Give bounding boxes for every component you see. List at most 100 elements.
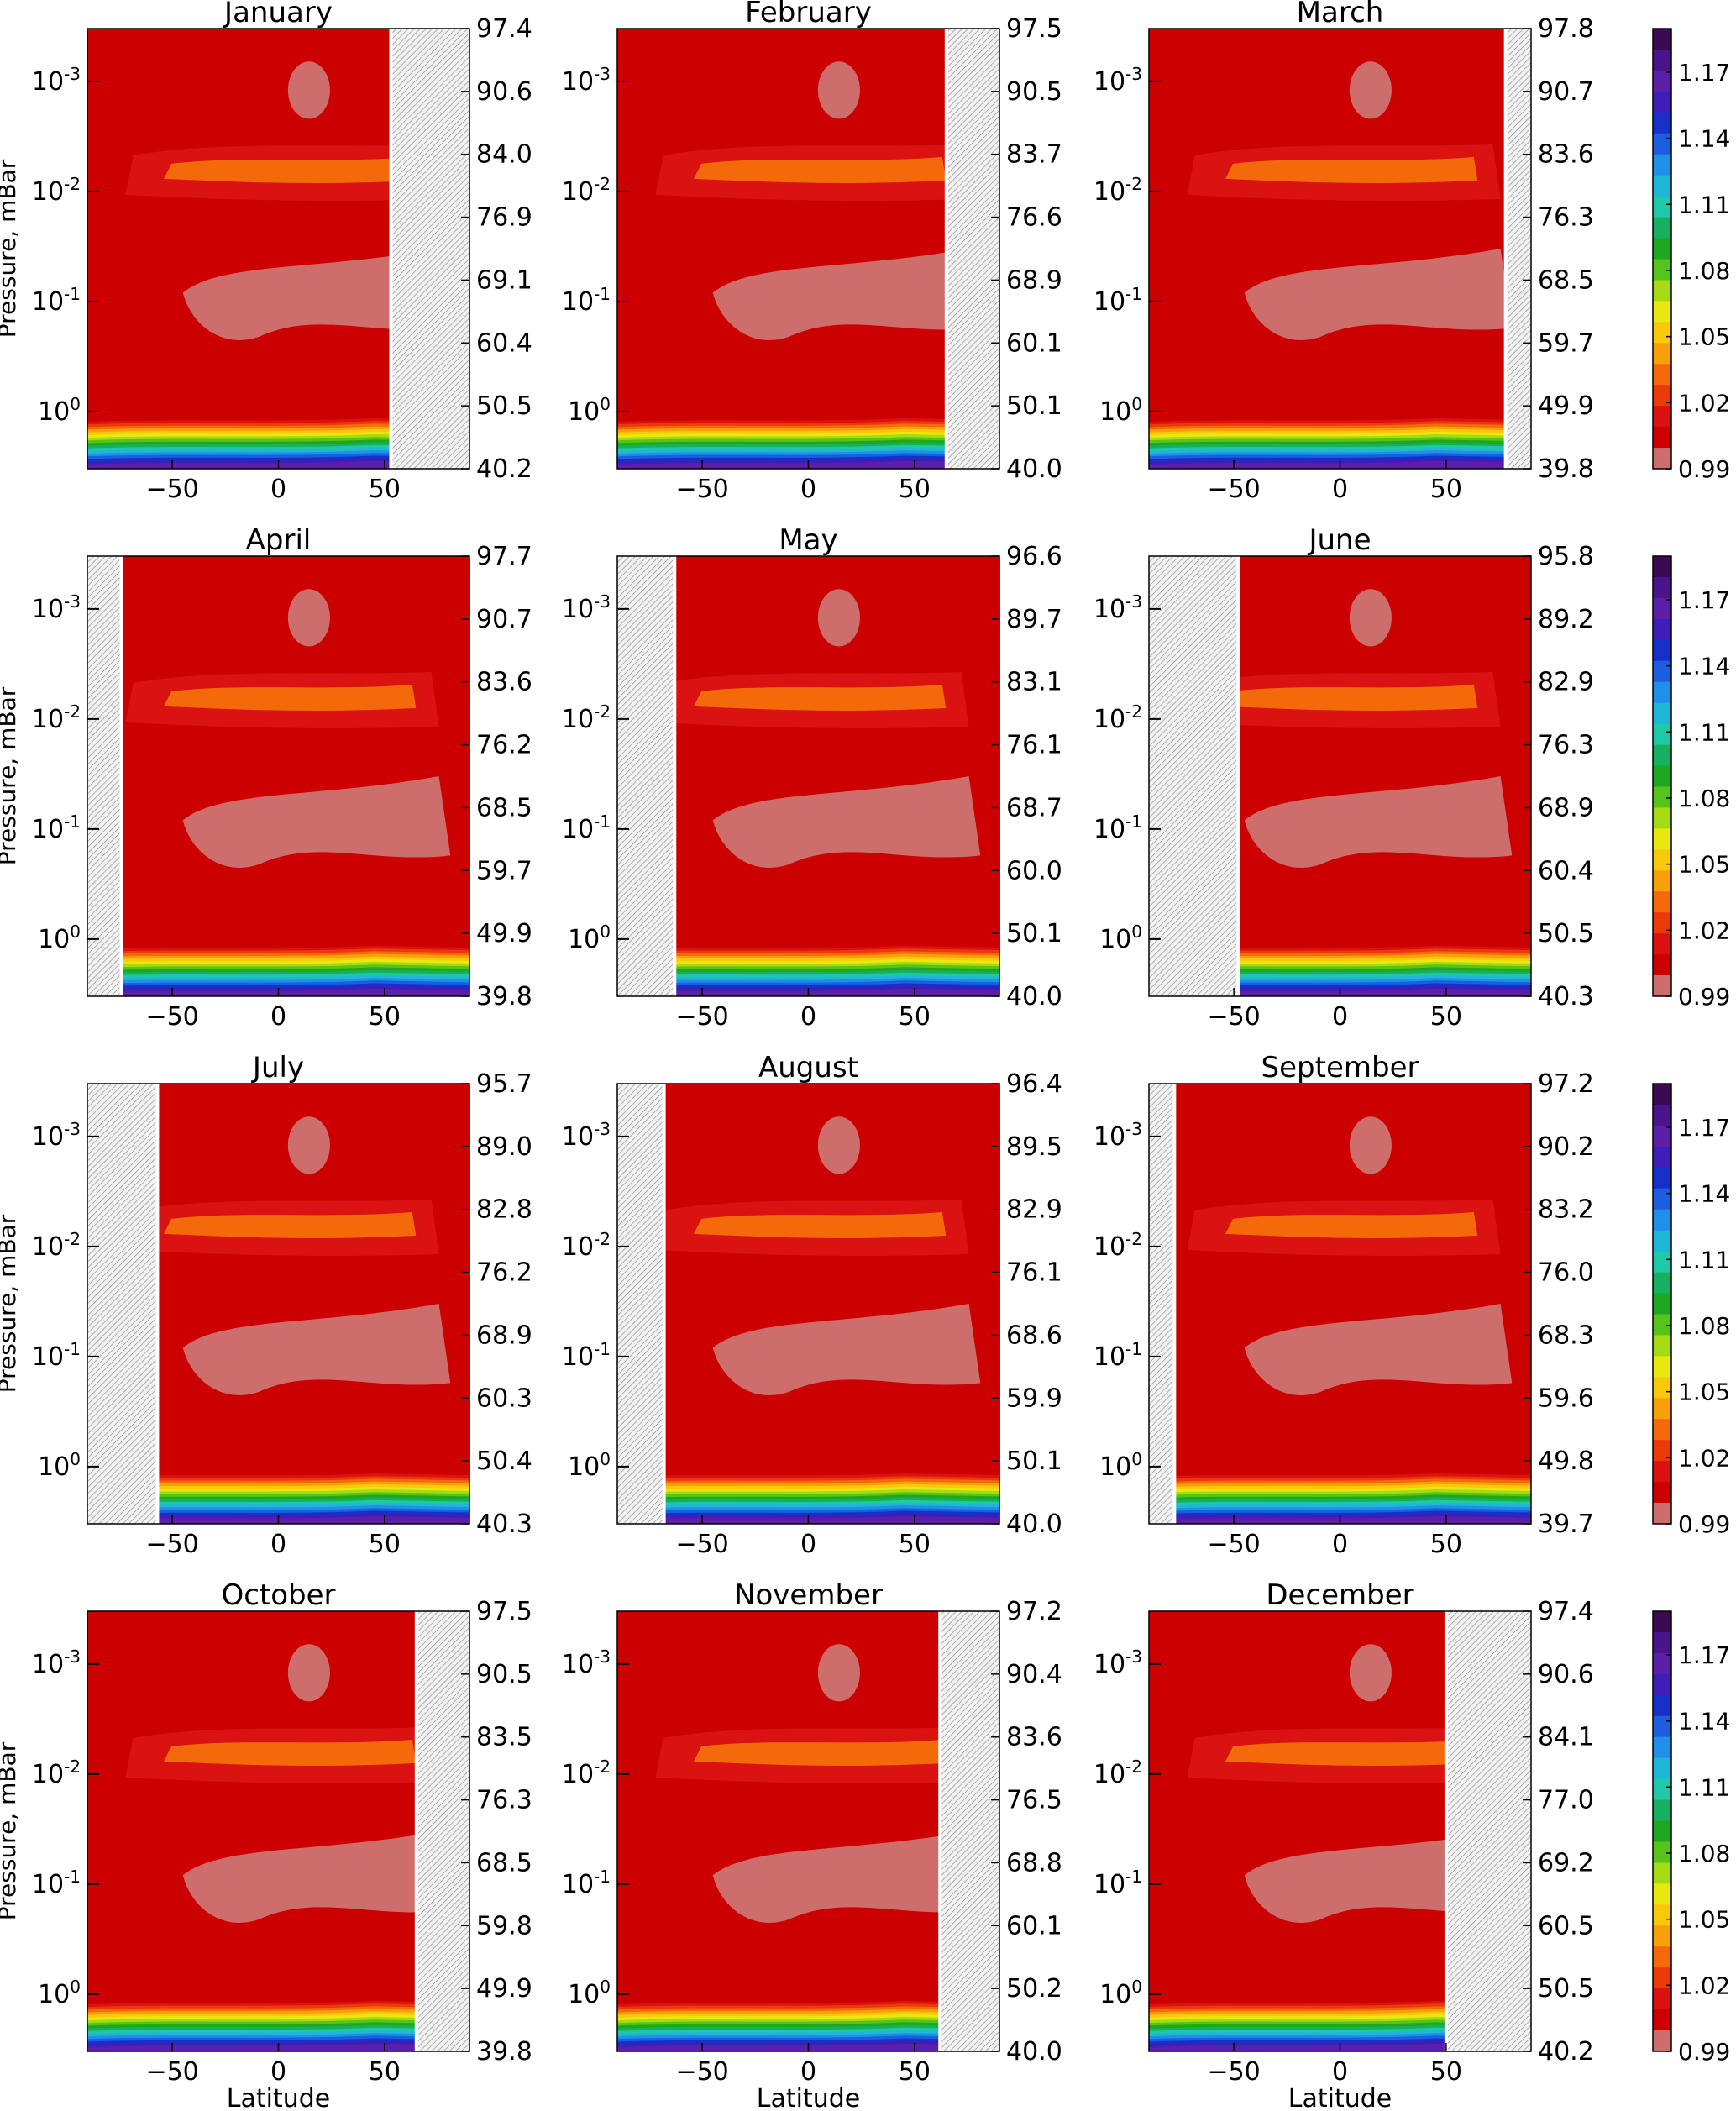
y-tick-label: 100 xyxy=(1099,1977,1142,2009)
y-tick-label: 10-1 xyxy=(562,284,611,317)
y-tick-label: 10-2 xyxy=(32,174,81,207)
x-tick-label: 50 xyxy=(1430,1002,1462,1032)
right-tick-label: 39.8 xyxy=(1538,454,1594,484)
x-tick-label: −50 xyxy=(145,1530,198,1559)
right-tick-label: 39.7 xyxy=(1538,1510,1594,1539)
right-tick-label: 59.7 xyxy=(1538,328,1594,358)
y-tick-base: 10 xyxy=(562,1650,594,1679)
y-tick-base: 10 xyxy=(568,925,600,954)
right-tick-label: 68.3 xyxy=(1538,1321,1594,1350)
y-tick-base: 10 xyxy=(562,1342,594,1372)
plot-area xyxy=(617,556,999,996)
y-tick-exponent: -2 xyxy=(594,1229,611,1249)
right-tick-label: 68.5 xyxy=(476,793,532,822)
x-tick-label: 0 xyxy=(1332,1002,1348,1032)
y-tick-label: 10-2 xyxy=(1094,701,1142,734)
panel-title: November xyxy=(734,1578,883,1612)
colorbar-level xyxy=(1653,1146,1671,1168)
right-tick-label: 82.9 xyxy=(1538,668,1594,697)
y-tick-exponent: -3 xyxy=(64,1119,81,1139)
y-tick-base: 10 xyxy=(562,1870,594,1899)
colorbar-level xyxy=(1653,1188,1671,1210)
y-tick-label: 10-2 xyxy=(562,701,611,734)
right-tick-label: 49.9 xyxy=(476,919,532,948)
minimum-patch-middle xyxy=(182,249,451,340)
right-tick-label: 68.5 xyxy=(476,1848,532,1877)
right-tick-label: 40.0 xyxy=(1006,2037,1062,2066)
right-tick-label: 68.8 xyxy=(1006,1848,1062,1877)
x-tick-label: 50 xyxy=(899,2057,931,2087)
right-tick-label: 83.6 xyxy=(1006,1723,1062,1752)
x-tick-label: −50 xyxy=(675,1530,728,1559)
right-tick-label: 68.5 xyxy=(1538,265,1594,295)
x-tick-label: 0 xyxy=(270,475,286,504)
y-tick-base: 10 xyxy=(1094,595,1125,624)
y-tick-label: 10-1 xyxy=(1094,811,1142,844)
right-tick-label: 77.0 xyxy=(1538,1786,1594,1815)
colorbar-level xyxy=(1653,1230,1671,1252)
right-tick-label: 40.0 xyxy=(1006,454,1062,484)
minimum-patch-upper xyxy=(1349,1116,1392,1174)
y-tick-label: 10-3 xyxy=(1094,1119,1142,1152)
contour-band-core xyxy=(1225,156,1478,183)
colorbar-level xyxy=(1653,702,1671,725)
y-tick-base: 10 xyxy=(1094,815,1125,844)
right-tick-label: 39.8 xyxy=(476,982,532,1011)
x-tick-label: 50 xyxy=(369,1530,401,1559)
y-tick-label: 10-1 xyxy=(1094,284,1142,317)
right-tick-label: 68.9 xyxy=(1538,793,1594,822)
right-tick-label: 50.5 xyxy=(1538,919,1594,948)
colorbar: 1.17 1.14 1.11 1.08 1.05 1.02 0.99 xyxy=(1652,28,1730,483)
y-tick-exponent: -3 xyxy=(594,64,611,84)
colorbar: 1.17 1.14 1.11 1.08 1.05 1.02 0.99 xyxy=(1652,1610,1730,2066)
colorbar-level xyxy=(1653,1167,1671,1189)
right-tick-label: 90.5 xyxy=(476,1660,532,1689)
right-tick-label: 76.1 xyxy=(1006,1258,1062,1288)
x-tick-label: 50 xyxy=(899,1530,931,1559)
right-tick-label: 60.1 xyxy=(1006,1911,1062,1940)
y-tick-label: 10-1 xyxy=(32,1339,81,1372)
y-tick-base: 10 xyxy=(1094,1122,1125,1152)
minimum-patch-middle xyxy=(1244,776,1513,868)
x-tick-label: −50 xyxy=(145,1002,198,1032)
right-tick-label: 83.7 xyxy=(1006,140,1062,170)
x-tick-label: 50 xyxy=(369,2057,401,2087)
colorbar-level xyxy=(1653,556,1671,578)
right-tick-label: 50.1 xyxy=(1006,391,1062,421)
minimum-patch-middle xyxy=(182,776,451,868)
y-tick-base: 10 xyxy=(32,815,64,844)
y-tick-exponent: -2 xyxy=(1125,1757,1142,1777)
hatched-no-data-region xyxy=(87,1084,158,1524)
background-field xyxy=(87,1611,469,2051)
x-tick-label: 50 xyxy=(1430,1530,1462,1559)
y-tick-exponent: -2 xyxy=(594,174,611,194)
colorbar-level xyxy=(1653,154,1671,176)
background-field xyxy=(1149,29,1531,469)
right-tick-label: 60.4 xyxy=(1538,856,1594,885)
y-tick-exponent: -1 xyxy=(1125,284,1142,304)
right-tick-label: 95.8 xyxy=(1538,542,1594,571)
contour-panel: August−50 0 5010-310-210-110096.489.582.97… xyxy=(562,1051,1062,1559)
y-tick-exponent: -2 xyxy=(1125,1229,1142,1249)
y-axis-label: Pressure, mBar xyxy=(0,1741,21,1920)
y-tick-label: 10-1 xyxy=(562,1339,611,1372)
x-tick-label: 0 xyxy=(270,1530,286,1559)
contour-band-core xyxy=(694,1739,947,1766)
y-tick-base: 10 xyxy=(38,1452,70,1482)
right-tick-label: 97.2 xyxy=(1006,1597,1062,1626)
y-tick-exponent: -3 xyxy=(594,591,611,612)
right-tick-label: 39.8 xyxy=(476,2037,532,2066)
y-tick-base: 10 xyxy=(562,287,594,317)
plot-area xyxy=(1149,556,1531,996)
colorbar-tick-label: 1.11 xyxy=(1678,718,1730,746)
hatched-no-data-region xyxy=(1149,556,1239,996)
x-tick-label: −50 xyxy=(145,475,198,504)
y-tick-label: 100 xyxy=(1099,922,1142,954)
right-tick-label: 90.6 xyxy=(476,77,532,107)
colorbar-level xyxy=(1653,1503,1671,1525)
y-tick-label: 10-1 xyxy=(1094,1867,1142,1899)
right-tick-label: 60.1 xyxy=(1006,328,1062,358)
colorbar-tick-label: 1.08 xyxy=(1678,257,1730,285)
colorbar-level xyxy=(1653,975,1671,997)
background-field xyxy=(617,1611,999,2051)
